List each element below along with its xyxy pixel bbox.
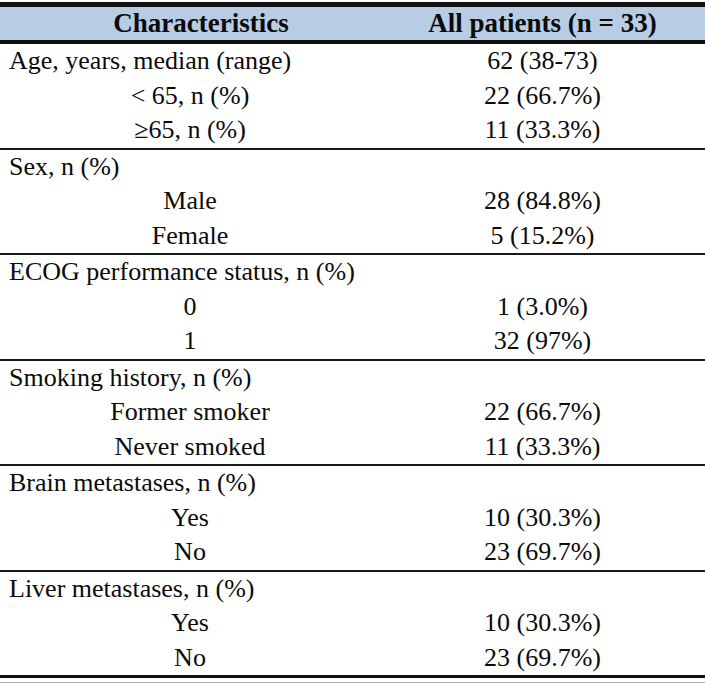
row-value-cell: 62 (38-73) [380, 44, 705, 79]
row-label-cell: Never smoked [0, 430, 380, 465]
row-value-cell: 23 (69.7%) [380, 535, 705, 570]
table-section: Age, years, median (range) 62 (38-73) < … [0, 44, 705, 150]
table-section: ECOG performance status, n (%) 0 1 (3.0%… [0, 255, 705, 361]
row-value-cell: 10 (30.3%) [380, 606, 705, 641]
row-label-cell: < 65, n (%) [0, 79, 380, 114]
table-row: 1 32 (97%) [0, 324, 705, 359]
row-value-cell [380, 466, 705, 501]
table-bottom-rule [0, 675, 705, 678]
row-value-cell: 10 (30.3%) [380, 501, 705, 536]
row-value-cell: 5 (15.2%) [380, 219, 705, 254]
table-section: Liver metastases, n (%) Yes 10 (30.3%) N… [0, 572, 705, 676]
page: Characteristics All patients (n = 33) Ag… [0, 0, 705, 697]
table-row: Brain metastases, n (%) [0, 466, 705, 501]
table-section: Sex, n (%) Male 28 (84.8%) Female 5 (15.… [0, 150, 705, 256]
row-value-cell: 32 (97%) [380, 324, 705, 359]
table-row: Never smoked 11 (33.3%) [0, 430, 705, 465]
row-value-cell [380, 150, 705, 185]
table-row: Male 28 (84.8%) [0, 184, 705, 219]
header-cell-characteristics: Characteristics [0, 7, 380, 40]
table-row: No 23 (69.7%) [0, 641, 705, 676]
row-value-cell: 11 (33.3%) [380, 430, 705, 465]
row-value-cell: 28 (84.8%) [380, 184, 705, 219]
table-header-row: Characteristics All patients (n = 33) [0, 7, 705, 44]
row-label-cell: Smoking history, n (%) [0, 361, 380, 396]
table-row: Former smoker 22 (66.7%) [0, 395, 705, 430]
table-row: ECOG performance status, n (%) [0, 255, 705, 290]
row-value-cell [380, 361, 705, 396]
row-label-cell: Former smoker [0, 395, 380, 430]
row-value-cell: 22 (66.7%) [380, 395, 705, 430]
row-value-cell: 11 (33.3%) [380, 113, 705, 148]
table-row: Yes 10 (30.3%) [0, 606, 705, 641]
row-label-cell: ≥65, n (%) [0, 113, 380, 148]
table-bottom-rule-shadow [0, 682, 705, 683]
row-value-cell: 22 (66.7%) [380, 79, 705, 114]
row-value-cell [380, 255, 705, 290]
row-label-cell: Brain metastases, n (%) [0, 466, 380, 501]
table-row: < 65, n (%) 22 (66.7%) [0, 79, 705, 114]
table-row: Sex, n (%) [0, 150, 705, 185]
header-cell-all-patients: All patients (n = 33) [380, 7, 705, 40]
table-row: Female 5 (15.2%) [0, 219, 705, 254]
row-label-cell: Female [0, 219, 380, 254]
row-value-cell: 1 (3.0%) [380, 290, 705, 325]
row-label-cell: No [0, 535, 380, 570]
row-label-cell: Liver metastases, n (%) [0, 572, 380, 607]
row-label-cell: 1 [0, 324, 380, 359]
table-section: Smoking history, n (%) Former smoker 22 … [0, 361, 705, 467]
row-label-cell: Age, years, median (range) [0, 44, 380, 79]
row-value-cell: 23 (69.7%) [380, 641, 705, 676]
table-body: Age, years, median (range) 62 (38-73) < … [0, 44, 705, 675]
row-label-cell: Yes [0, 606, 380, 641]
row-label-cell: Yes [0, 501, 380, 536]
row-value-cell [380, 572, 705, 607]
table-row: Liver metastases, n (%) [0, 572, 705, 607]
row-label-cell: Sex, n (%) [0, 150, 380, 185]
row-label-cell: ECOG performance status, n (%) [0, 255, 380, 290]
table-section: Brain metastases, n (%) Yes 10 (30.3%) N… [0, 466, 705, 572]
table-row: Yes 10 (30.3%) [0, 501, 705, 536]
table-row: Smoking history, n (%) [0, 361, 705, 396]
row-label-cell: Male [0, 184, 380, 219]
table-row: No 23 (69.7%) [0, 535, 705, 570]
row-label-cell: 0 [0, 290, 380, 325]
patient-characteristics-table: Characteristics All patients (n = 33) Ag… [0, 2, 705, 683]
row-label-cell: No [0, 641, 380, 676]
table-row: 0 1 (3.0%) [0, 290, 705, 325]
table-row: ≥65, n (%) 11 (33.3%) [0, 113, 705, 148]
table-row: Age, years, median (range) 62 (38-73) [0, 44, 705, 79]
